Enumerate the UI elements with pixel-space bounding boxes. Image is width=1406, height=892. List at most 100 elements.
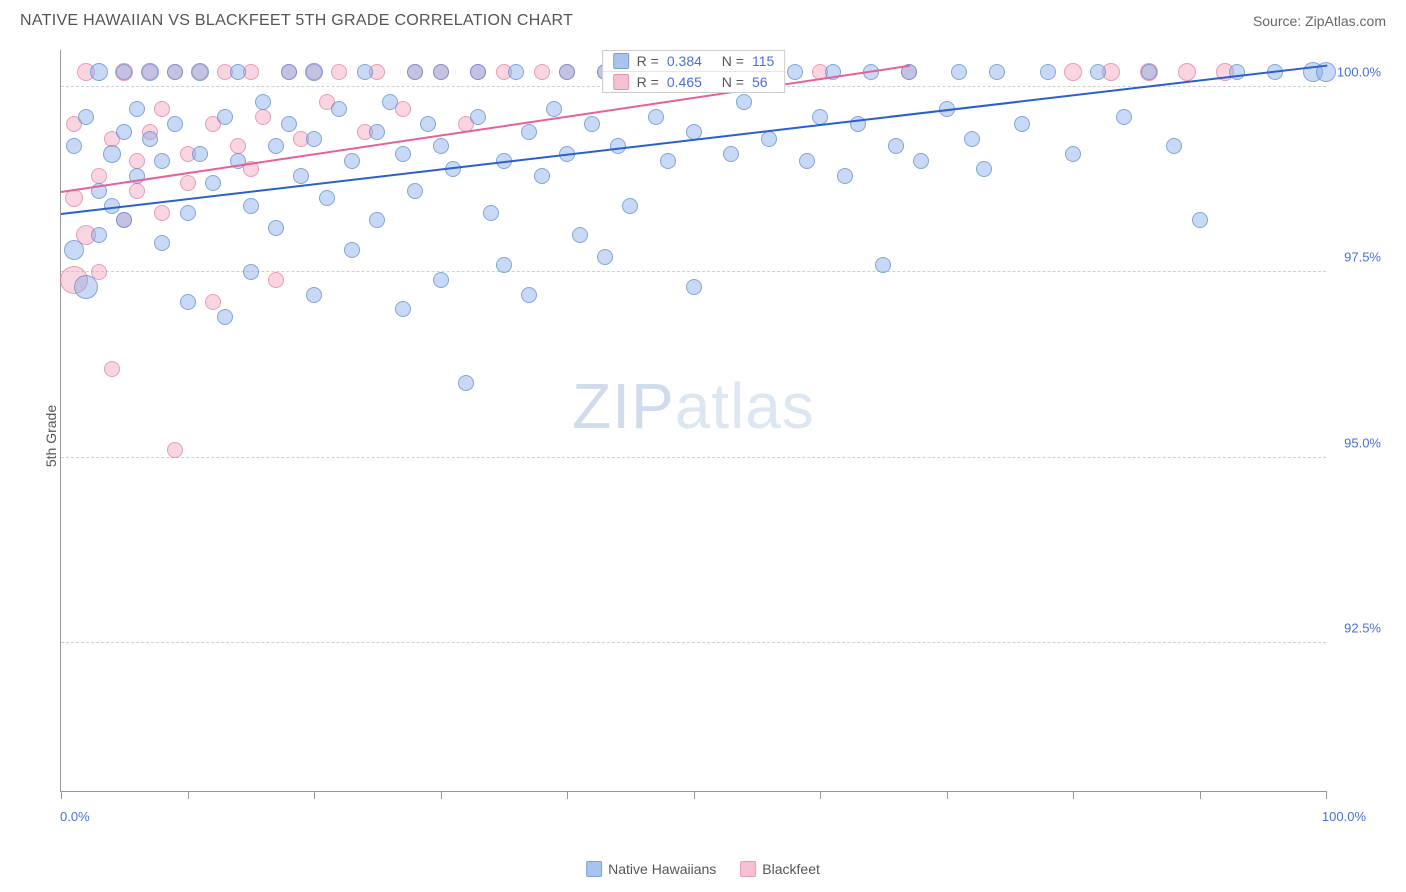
scatter-point bbox=[66, 138, 82, 154]
swatch-icon bbox=[740, 861, 756, 877]
r-value: 0.384 bbox=[667, 53, 702, 69]
scatter-point bbox=[91, 227, 107, 243]
scatter-point bbox=[787, 64, 803, 80]
legend-label: Blackfeet bbox=[762, 861, 820, 877]
scatter-point bbox=[1166, 138, 1182, 154]
scatter-point bbox=[268, 138, 284, 154]
x-tick bbox=[947, 791, 948, 799]
scatter-point bbox=[420, 116, 436, 132]
y-tick-label: 97.5% bbox=[1344, 250, 1381, 265]
scatter-point bbox=[470, 109, 486, 125]
scatter-point bbox=[1116, 109, 1132, 125]
scatter-point bbox=[382, 94, 398, 110]
scatter-point bbox=[64, 240, 84, 260]
y-tick-label: 95.0% bbox=[1344, 435, 1381, 450]
scatter-point bbox=[1014, 116, 1030, 132]
chart-title: NATIVE HAWAIIAN VS BLACKFEET 5TH GRADE C… bbox=[20, 12, 573, 30]
scatter-point bbox=[344, 153, 360, 169]
scatter-point bbox=[167, 116, 183, 132]
scatter-point bbox=[154, 153, 170, 169]
correlation-legend: R = 0.384 N = 115 R = 0.465 N = 56 bbox=[602, 50, 786, 93]
scatter-point bbox=[154, 205, 170, 221]
scatter-point bbox=[1064, 63, 1082, 81]
scatter-point bbox=[572, 227, 588, 243]
scatter-point bbox=[660, 153, 676, 169]
scatter-point bbox=[129, 101, 145, 117]
scatter-point bbox=[559, 64, 575, 80]
scatter-point bbox=[723, 146, 739, 162]
scatter-point bbox=[230, 64, 246, 80]
swatch-icon bbox=[613, 53, 629, 69]
scatter-point bbox=[191, 63, 209, 81]
scatter-point bbox=[167, 64, 183, 80]
n-label: N = bbox=[722, 74, 744, 90]
scatter-point bbox=[281, 64, 297, 80]
scatter-point bbox=[686, 279, 702, 295]
scatter-point bbox=[255, 109, 271, 125]
scatter-point bbox=[116, 212, 132, 228]
scatter-point bbox=[281, 116, 297, 132]
scatter-point bbox=[521, 287, 537, 303]
scatter-point bbox=[90, 63, 108, 81]
scatter-point bbox=[205, 175, 221, 191]
scatter-point bbox=[395, 146, 411, 162]
scatter-point bbox=[217, 309, 233, 325]
scatter-point bbox=[344, 242, 360, 258]
x-tick bbox=[1200, 791, 1201, 799]
scatter-point bbox=[78, 109, 94, 125]
swatch-icon bbox=[613, 74, 629, 90]
scatter-point bbox=[230, 138, 246, 154]
scatter-point bbox=[648, 109, 664, 125]
grid-line bbox=[61, 457, 1326, 458]
plot-area: R = 0.384 N = 115 R = 0.465 N = 56 ZIPat… bbox=[60, 50, 1326, 792]
scatter-point bbox=[357, 64, 373, 80]
scatter-point bbox=[875, 257, 891, 273]
scatter-point bbox=[319, 190, 335, 206]
swatch-icon bbox=[586, 861, 602, 877]
series-legend: Native Hawaiians Blackfeet bbox=[586, 861, 820, 877]
scatter-point bbox=[167, 442, 183, 458]
r-label: R = bbox=[637, 53, 659, 69]
scatter-point bbox=[508, 64, 524, 80]
scatter-point bbox=[433, 138, 449, 154]
x-tick bbox=[314, 791, 315, 799]
scatter-point bbox=[736, 94, 752, 110]
scatter-point bbox=[1192, 212, 1208, 228]
legend-item-blackfeet: Blackfeet bbox=[740, 861, 820, 877]
x-tick bbox=[1073, 791, 1074, 799]
scatter-point bbox=[799, 153, 815, 169]
scatter-point bbox=[369, 212, 385, 228]
scatter-point bbox=[331, 64, 347, 80]
legend-item-hawaiians: Native Hawaiians bbox=[586, 861, 716, 877]
scatter-point bbox=[1178, 63, 1196, 81]
chart-container: 5th Grade R = 0.384 N = 115 R = 0.465 N … bbox=[50, 50, 1386, 822]
scatter-point bbox=[154, 101, 170, 117]
n-value: 56 bbox=[752, 74, 768, 90]
scatter-point bbox=[433, 272, 449, 288]
scatter-point bbox=[141, 63, 159, 81]
scatter-point bbox=[268, 220, 284, 236]
y-tick-label: 92.5% bbox=[1344, 620, 1381, 635]
scatter-point bbox=[103, 145, 121, 163]
scatter-point bbox=[1040, 64, 1056, 80]
scatter-point bbox=[91, 168, 107, 184]
scatter-point bbox=[243, 198, 259, 214]
scatter-point bbox=[470, 64, 486, 80]
scatter-point bbox=[888, 138, 904, 154]
x-tick-label-max: 100.0% bbox=[1322, 809, 1366, 824]
scatter-point bbox=[837, 168, 853, 184]
scatter-point bbox=[622, 198, 638, 214]
scatter-point bbox=[154, 235, 170, 251]
scatter-point bbox=[1141, 64, 1157, 80]
scatter-point bbox=[331, 101, 347, 117]
scatter-point bbox=[534, 168, 550, 184]
scatter-point bbox=[205, 294, 221, 310]
scatter-point bbox=[407, 64, 423, 80]
scatter-point bbox=[268, 272, 284, 288]
scatter-point bbox=[989, 64, 1005, 80]
legend-label: Native Hawaiians bbox=[608, 861, 716, 877]
scatter-point bbox=[546, 101, 562, 117]
scatter-point bbox=[597, 249, 613, 265]
r-label: R = bbox=[637, 74, 659, 90]
r-value: 0.465 bbox=[667, 74, 702, 90]
